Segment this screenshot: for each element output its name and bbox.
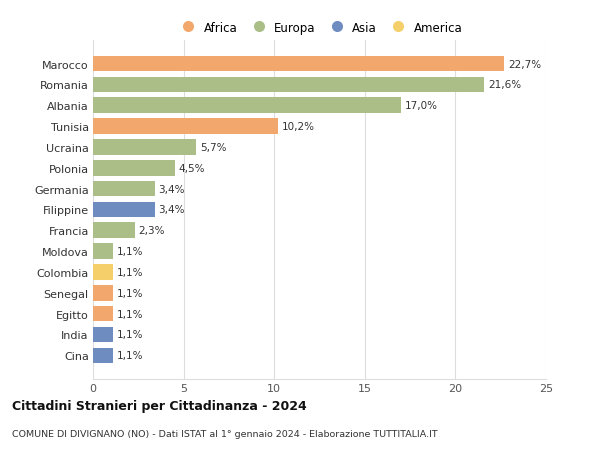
Text: 1,1%: 1,1% [116, 351, 143, 360]
Bar [93, 306, 113, 322]
Text: COMUNE DI DIVIGNANO (NO) - Dati ISTAT al 1° gennaio 2024 - Elaborazione TUTTITAL: COMUNE DI DIVIGNANO (NO) - Dati ISTAT al… [12, 429, 437, 438]
Text: 17,0%: 17,0% [404, 101, 437, 111]
Bar [93, 181, 155, 197]
Text: 1,1%: 1,1% [116, 288, 143, 298]
Legend: Africa, Europa, Asia, America: Africa, Europa, Asia, America [172, 17, 467, 39]
Bar [93, 202, 155, 218]
Bar [93, 264, 113, 280]
Text: 21,6%: 21,6% [488, 80, 521, 90]
Text: 1,1%: 1,1% [116, 246, 143, 257]
Bar [93, 327, 113, 342]
Text: 3,4%: 3,4% [158, 184, 185, 194]
Text: 10,2%: 10,2% [281, 122, 314, 132]
Text: 1,1%: 1,1% [116, 330, 143, 340]
Bar [93, 223, 134, 239]
Bar [93, 98, 401, 114]
Text: 4,5%: 4,5% [178, 163, 205, 174]
Text: 3,4%: 3,4% [158, 205, 185, 215]
Bar [93, 348, 113, 364]
Text: Cittadini Stranieri per Cittadinanza - 2024: Cittadini Stranieri per Cittadinanza - 2… [12, 399, 307, 412]
Text: 2,3%: 2,3% [139, 226, 165, 236]
Bar [93, 244, 113, 259]
Bar [93, 285, 113, 301]
Text: 22,7%: 22,7% [508, 60, 541, 69]
Text: 5,7%: 5,7% [200, 143, 226, 152]
Bar [93, 161, 175, 176]
Bar [93, 56, 505, 72]
Bar [93, 78, 484, 93]
Bar [93, 140, 196, 156]
Bar [93, 119, 278, 134]
Text: 1,1%: 1,1% [116, 268, 143, 277]
Text: 1,1%: 1,1% [116, 309, 143, 319]
